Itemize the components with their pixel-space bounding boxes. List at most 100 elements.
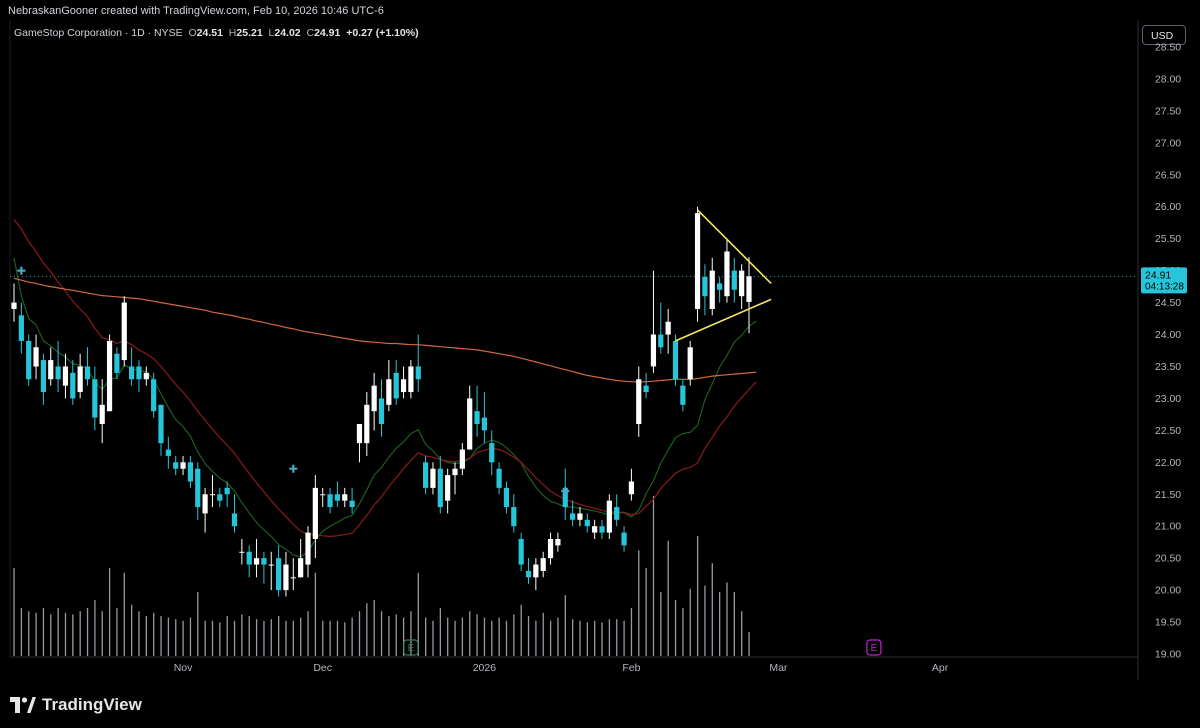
candle-body xyxy=(474,411,480,424)
volume-bar xyxy=(711,563,713,656)
volume-bar xyxy=(13,568,15,656)
price-tick-label: 26.50 xyxy=(1155,169,1181,181)
moving-average-line xyxy=(13,219,757,538)
high-label: H xyxy=(228,27,237,39)
volume-bar xyxy=(733,592,735,656)
volume-bar xyxy=(292,620,294,656)
volume-bar xyxy=(682,608,684,656)
candle-body xyxy=(70,372,76,399)
change-value: +0.27 (+1.10%) xyxy=(346,27,419,39)
volume-bar xyxy=(638,550,640,656)
volume-bar xyxy=(380,611,383,656)
candle-body xyxy=(173,462,179,469)
candle-body xyxy=(570,513,576,520)
candle-body xyxy=(562,487,568,508)
price-tick-label: 20.50 xyxy=(1155,553,1181,565)
volume-bar xyxy=(116,608,118,656)
time-tick-label: Apr xyxy=(932,662,949,674)
candle-body xyxy=(290,577,296,579)
triangle-upper-line xyxy=(696,209,772,284)
volume-bar xyxy=(572,619,574,656)
price-tag-price: 24.91 xyxy=(1145,269,1171,281)
candle-body xyxy=(298,558,304,578)
candle-body xyxy=(356,423,363,444)
candle-body xyxy=(525,570,532,578)
volume-bar xyxy=(689,588,691,656)
volume-bar xyxy=(307,611,309,656)
volume-bar xyxy=(28,611,30,656)
candle-body xyxy=(209,494,216,496)
price-tick-label: 28.50 xyxy=(1155,42,1181,54)
cross-marker-icon xyxy=(17,266,26,275)
volume-bar xyxy=(278,616,280,656)
candle-body xyxy=(400,379,407,393)
candle-body xyxy=(680,385,686,405)
candle-body xyxy=(106,340,113,412)
candle-body xyxy=(349,500,355,508)
volume-bar xyxy=(344,622,346,656)
time-axis[interactable]: Nov Dec 2026 Feb Mar Apr xyxy=(174,662,949,674)
candle-body xyxy=(672,340,679,380)
volume-bar xyxy=(175,619,177,656)
triangle-drawing[interactable] xyxy=(675,209,772,342)
time-tick-label: Nov xyxy=(174,662,193,674)
cross-marker-icon xyxy=(289,464,298,473)
candle-body xyxy=(533,564,539,578)
volume-bar xyxy=(329,620,331,656)
volume-bar xyxy=(652,496,655,656)
price-axis[interactable]: 19.00 19.50 20.00 20.50 21.00 21.50 22.00 22.50… xyxy=(1155,42,1181,661)
footer-brand[interactable]: TradingView xyxy=(10,694,142,716)
volume-bar xyxy=(425,617,427,656)
candle-body xyxy=(584,519,590,527)
candle-body xyxy=(577,513,583,520)
candle-body xyxy=(268,564,274,566)
volume-bar xyxy=(726,582,728,656)
candle-body xyxy=(643,385,649,393)
volume-bar xyxy=(439,608,441,656)
volume-bar xyxy=(667,540,669,656)
volume-bar xyxy=(417,572,419,656)
candle-body xyxy=(606,500,612,533)
volume-bar xyxy=(189,617,192,656)
candle-body xyxy=(246,551,252,565)
volume-bar xyxy=(748,632,750,656)
candle-body xyxy=(459,449,465,469)
candle-body xyxy=(408,366,414,393)
candle-body xyxy=(11,302,17,309)
volume-bar xyxy=(432,620,434,656)
candle-body xyxy=(592,526,598,533)
grid xyxy=(9,20,1139,680)
candle-body xyxy=(55,366,61,380)
candle-body xyxy=(489,443,495,463)
candle-body xyxy=(702,277,708,297)
price-tag-box xyxy=(1141,267,1187,294)
candle-body xyxy=(276,558,282,591)
volume-bar xyxy=(336,620,339,656)
candle-body xyxy=(217,494,223,501)
candle-body xyxy=(393,372,399,399)
volume-bar xyxy=(131,604,133,656)
tradingview-logo-icon xyxy=(10,697,36,713)
volume-bar xyxy=(674,600,677,656)
candle-body xyxy=(496,468,502,488)
high-value: 25.21 xyxy=(236,27,263,39)
volume-bar xyxy=(483,617,486,656)
low-value: 24.02 xyxy=(274,27,301,39)
currency-button[interactable]: USD xyxy=(1142,25,1186,45)
volume-bar xyxy=(542,612,544,656)
candle-body xyxy=(547,538,554,559)
volume-bar xyxy=(719,592,721,656)
candle-body xyxy=(33,347,39,367)
price-tick-label: 19.50 xyxy=(1155,617,1181,629)
candle-body xyxy=(746,276,752,302)
candle-body xyxy=(143,372,149,380)
volume-bar xyxy=(549,620,552,656)
time-tick-label: Mar xyxy=(769,662,788,674)
candle-body xyxy=(467,398,473,450)
candles xyxy=(11,206,752,597)
candle-body xyxy=(26,340,32,380)
candle-body xyxy=(312,487,318,539)
volume-bar xyxy=(182,620,184,656)
